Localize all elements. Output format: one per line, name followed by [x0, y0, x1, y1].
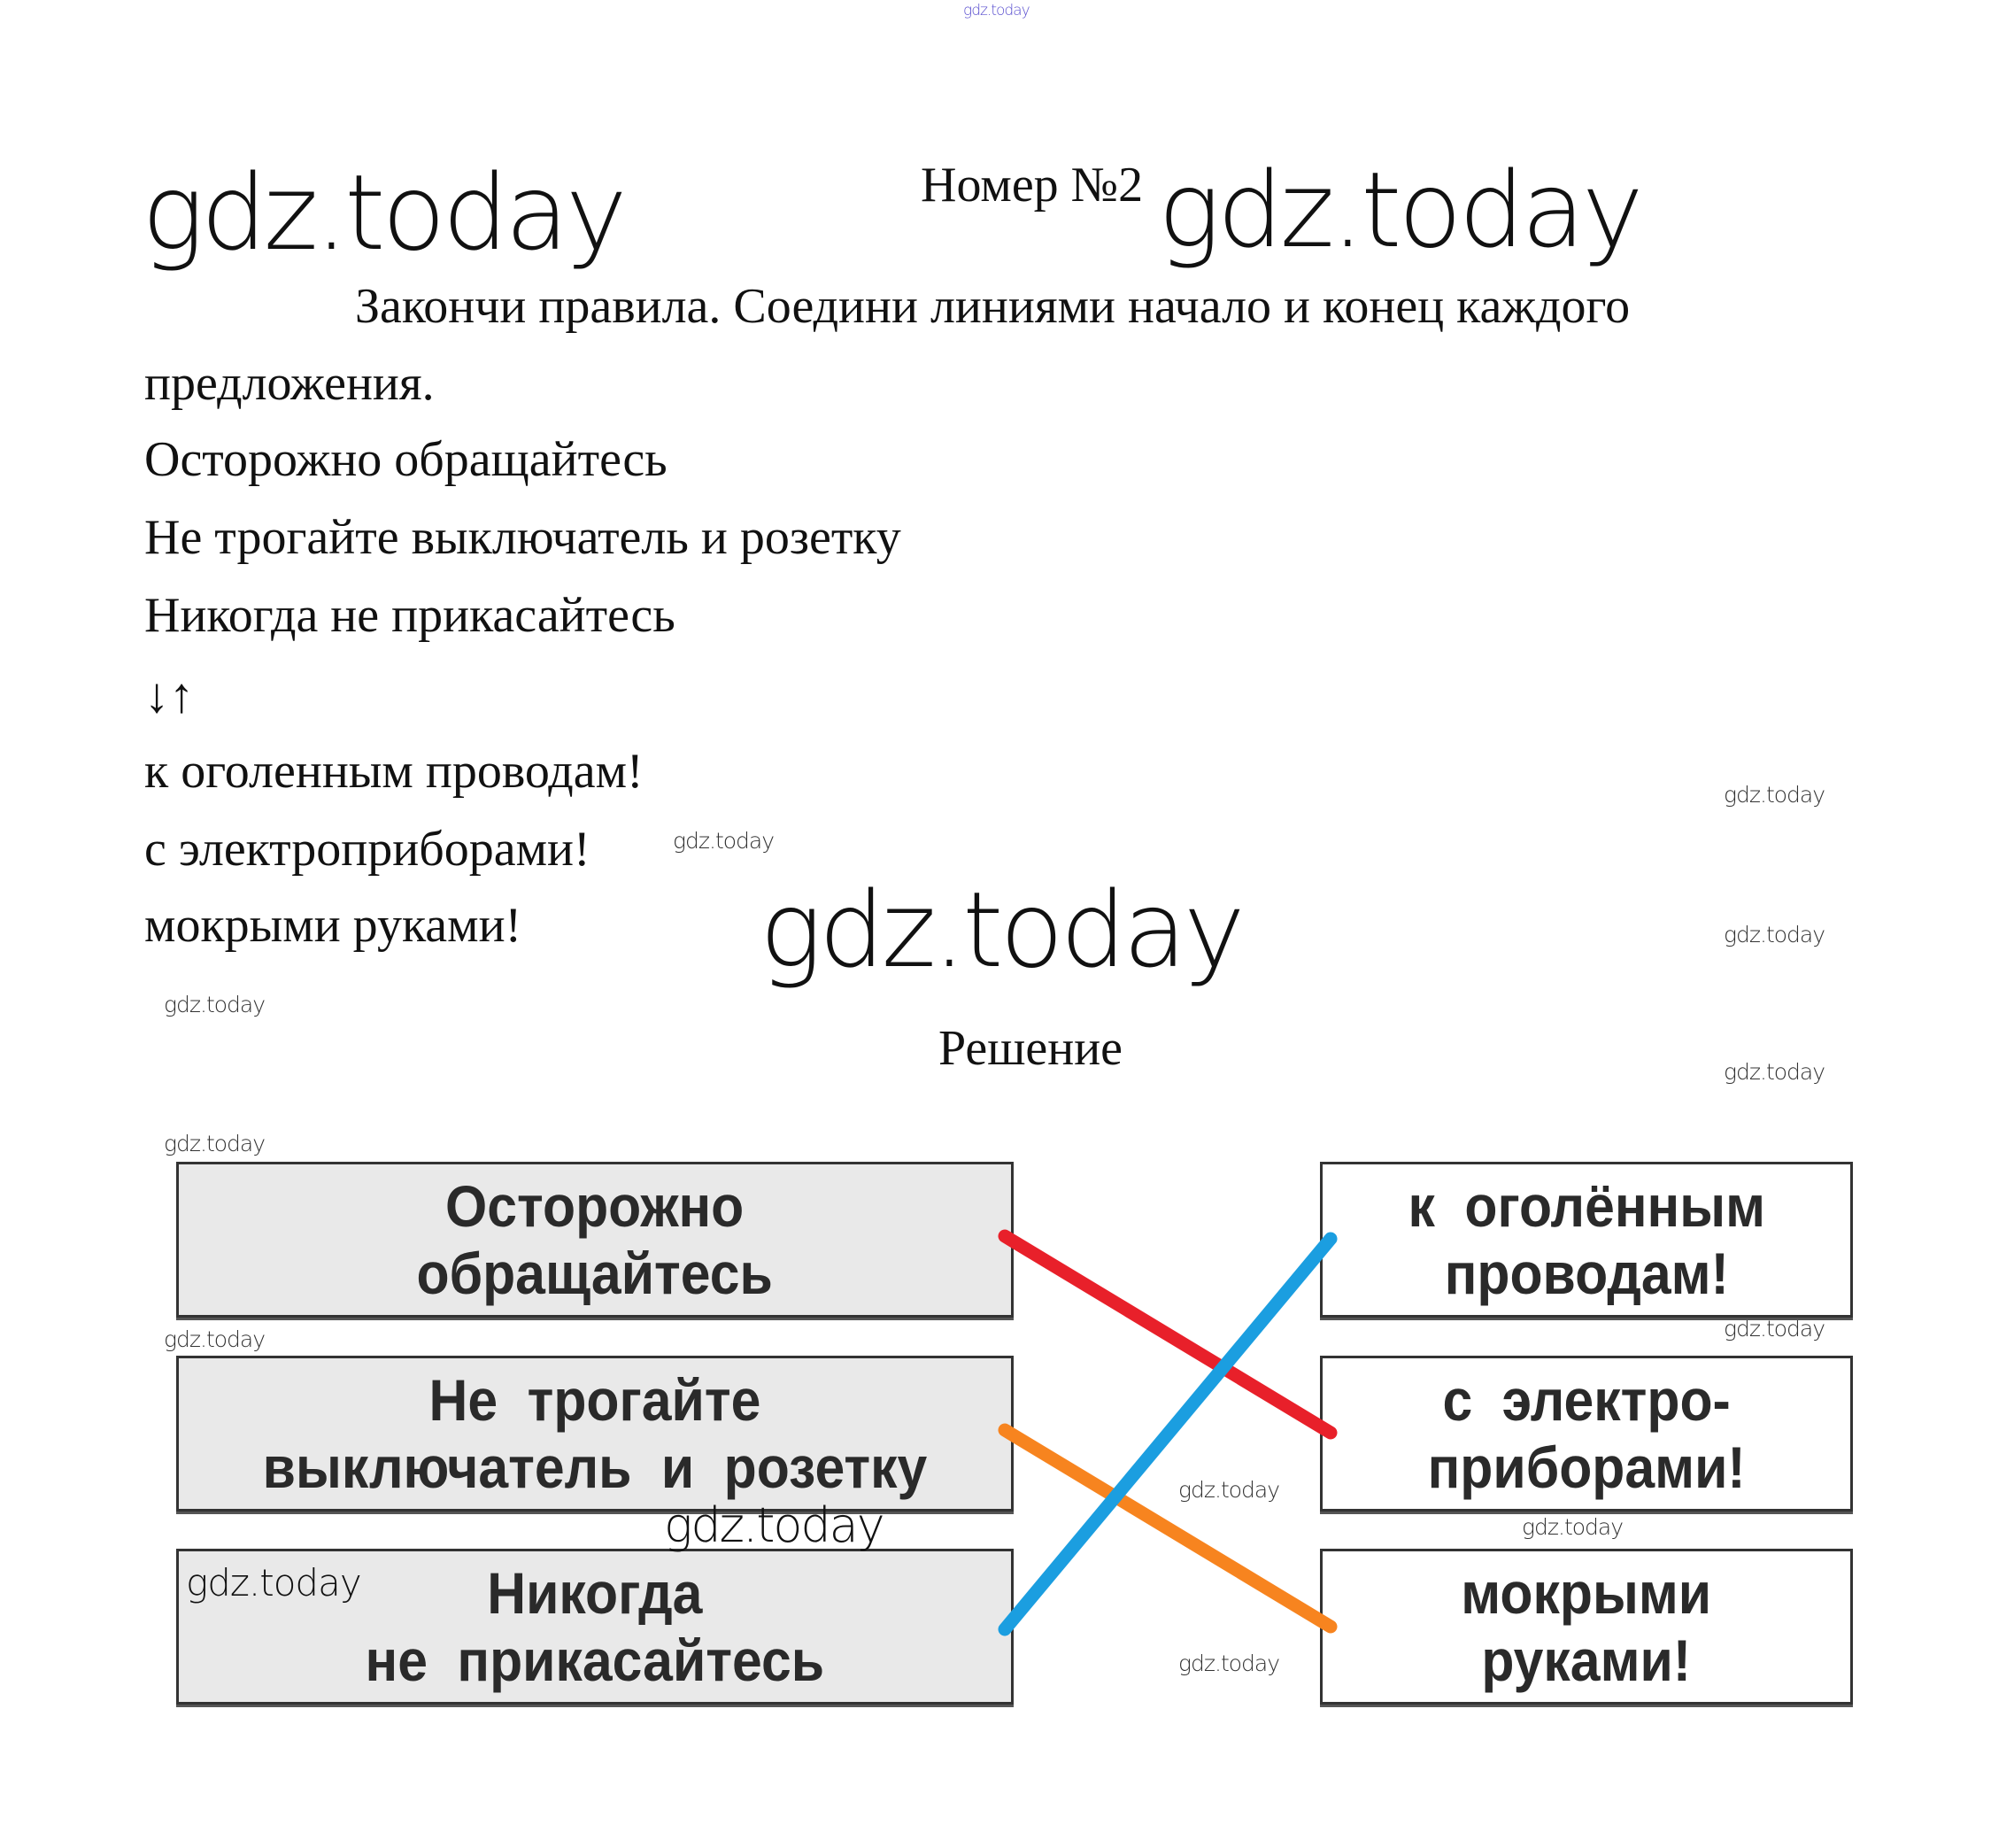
left-box-text: Осторожно обращайтесь	[416, 1173, 774, 1306]
right-box-text: с электро- приборами!	[1427, 1367, 1746, 1500]
watermark-large: gdz.today	[760, 869, 1246, 991]
arrows-icon: ↓↑	[144, 669, 194, 723]
right-box-2: с электро- приборами!	[1320, 1356, 1853, 1512]
watermark-small: gdz.today	[1724, 1059, 1825, 1085]
watermark-small: gdz.today	[1178, 1477, 1280, 1503]
connection-line-3	[998, 1232, 1338, 1636]
connection-line-2	[998, 1423, 1338, 1634]
beginning-3: Никогда не прикасайтесь	[144, 588, 675, 643]
right-box-1: к оголённым проводам!	[1320, 1162, 1853, 1318]
watermark-large: gdz.today	[1158, 149, 1644, 271]
watermark-small: gdz.today	[1724, 922, 1825, 947]
task-text-line1: Закончи правила. Соедини линиями начало …	[355, 279, 1631, 334]
solution-heading: Решение	[938, 1021, 1123, 1076]
right-box-3: мокрыми руками!	[1320, 1549, 1853, 1705]
task-text-line2: предложения.	[144, 356, 435, 411]
watermark-medium: gdz.today	[186, 1561, 362, 1604]
ending-1: к оголенным проводам!	[144, 744, 644, 799]
watermark-small: gdz.today	[673, 828, 775, 854]
watermark-small: gdz.today	[1724, 782, 1825, 808]
watermark-small: gdz.today	[164, 1326, 266, 1352]
watermark-small: gdz.today	[1724, 1316, 1825, 1342]
left-box-1: Осторожно обращайтесь	[176, 1162, 1014, 1318]
page-title: Номер №2	[921, 158, 1144, 213]
right-box-text: мокрыми руками!	[1461, 1560, 1712, 1693]
left-box-text: Не трогайте выключатель и розетку	[262, 1367, 928, 1500]
watermark-small: gdz.today	[1178, 1651, 1280, 1676]
watermark-medium: gdz.today	[664, 1497, 885, 1553]
left-box-3: Никогда не прикасайтесь	[176, 1549, 1014, 1705]
watermark-small: gdz.today	[1522, 1514, 1624, 1540]
beginning-1: Осторожно обращайтесь	[144, 432, 668, 487]
watermark-top: gdz.today	[963, 2, 1030, 19]
left-box-2: Не трогайте выключатель и розетку	[176, 1356, 1014, 1512]
connection-line-1	[998, 1229, 1338, 1440]
left-box-text: Никогда не прикасайтесь	[365, 1560, 825, 1693]
beginning-2: Не трогайте выключатель и розетку	[144, 510, 901, 565]
right-box-text: к оголённым проводам!	[1408, 1173, 1765, 1306]
watermark-small: gdz.today	[164, 1131, 266, 1156]
watermark-large: gdz.today	[142, 151, 628, 274]
watermark-small: gdz.today	[164, 992, 266, 1017]
ending-2: с электроприборами!	[144, 822, 590, 877]
ending-3: мокрыми руками!	[144, 898, 522, 953]
